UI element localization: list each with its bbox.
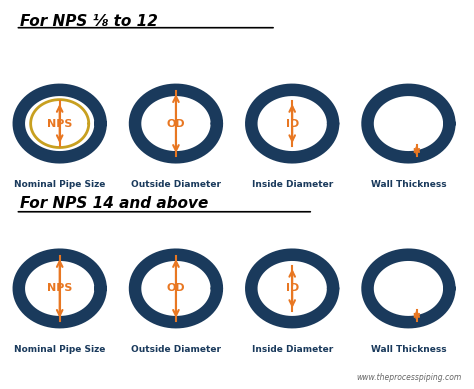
Text: Wall Thickness: Wall Thickness xyxy=(371,180,446,189)
Text: Inside Diameter: Inside Diameter xyxy=(252,180,333,189)
Text: Outside Diameter: Outside Diameter xyxy=(131,180,221,189)
Text: For NPS 14 and above: For NPS 14 and above xyxy=(20,196,209,211)
Text: Outside Diameter: Outside Diameter xyxy=(131,345,221,354)
Text: For NPS ⅛ to 12: For NPS ⅛ to 12 xyxy=(20,14,158,29)
Text: Nominal Pipe Size: Nominal Pipe Size xyxy=(14,180,105,189)
Text: Wall Thickness: Wall Thickness xyxy=(371,345,446,354)
Text: ID: ID xyxy=(285,284,299,293)
Text: OD: OD xyxy=(167,119,185,128)
Text: Nominal Pipe Size: Nominal Pipe Size xyxy=(14,345,105,354)
Text: NPS: NPS xyxy=(47,284,73,293)
Text: www.theprocesspiping.com: www.theprocesspiping.com xyxy=(356,373,462,382)
Text: OD: OD xyxy=(167,284,185,293)
Text: Inside Diameter: Inside Diameter xyxy=(252,345,333,354)
Text: NPS: NPS xyxy=(47,119,73,128)
Text: ID: ID xyxy=(285,119,299,128)
